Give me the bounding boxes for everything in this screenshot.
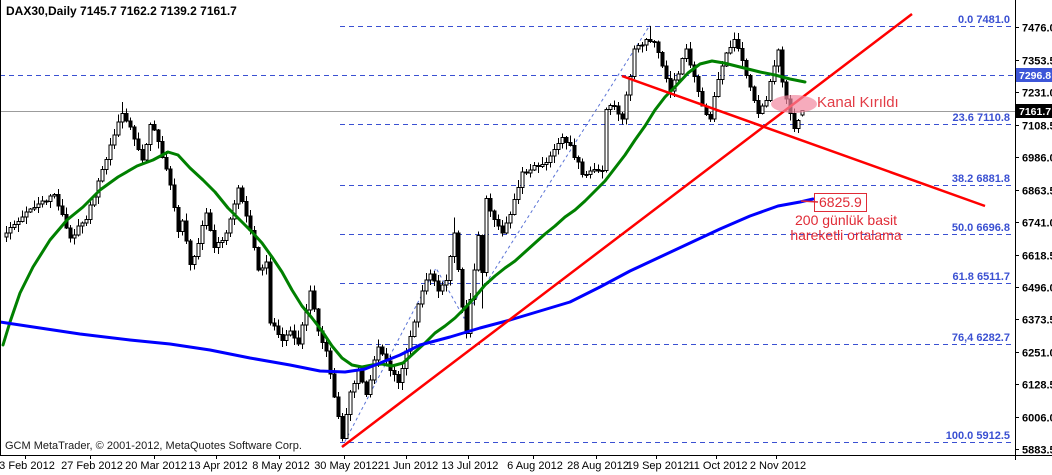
svg-text:6251.0: 6251.0: [1022, 348, 1052, 360]
svg-text:20 Mar 2012: 20 Mar 2012: [125, 460, 187, 472]
svg-text:30 May 2012: 30 May 2012: [314, 460, 378, 472]
svg-text:7108.5: 7108.5: [1022, 121, 1052, 133]
svg-text:19 Sep 2012: 19 Sep 2012: [627, 460, 689, 472]
svg-text:6618.5: 6618.5: [1022, 251, 1052, 263]
fast-moving-average-line[interactable]: [1, 59, 807, 369]
svg-text:8 May 2012: 8 May 2012: [252, 460, 309, 472]
svg-text:28 Aug 2012: 28 Aug 2012: [567, 460, 629, 472]
svg-text:6986.0: 6986.0: [1022, 153, 1052, 165]
svg-text:6373.5: 6373.5: [1022, 315, 1052, 327]
ascending-channel-line: [341, 13, 913, 448]
sma200-moving-average-line[interactable]: [0, 197, 815, 374]
chart-symbol-title: DAX30,Daily 7145.7 7162.2 7139.2 7161.7: [6, 4, 237, 18]
descending-resistance-line: [621, 74, 986, 208]
ma200-value-callout[interactable]: 6825.9: [814, 193, 867, 212]
svg-text:50.0 6696.8: 50.0 6696.8: [952, 222, 1010, 234]
zigzag-dashed-line: [341, 24, 651, 448]
svg-text:6496.0: 6496.0: [1022, 283, 1052, 295]
svg-text:23.6 7110.8: 23.6 7110.8: [952, 112, 1010, 124]
svg-text:7296.8: 7296.8: [1019, 70, 1051, 82]
date-axis-labels[interactable]: 3 Feb 2012 27 Feb 2012 20 Mar 2012 13 Apr 2…: [0, 460, 806, 472]
candlestick-series[interactable]: [4, 26, 805, 442]
svg-text:7353.5: 7353.5: [1022, 56, 1052, 68]
fibonacci-level-labels: 0.0 7481.0 23.6 7110.8 38.2 6881.8 50.0 669…: [946, 14, 1010, 442]
svg-text:13 Apr 2012: 13 Apr 2012: [188, 460, 247, 472]
svg-text:100.0 5912.5: 100.0 5912.5: [946, 430, 1010, 442]
svg-text:2 Nov 2012: 2 Nov 2012: [750, 460, 806, 472]
copyright-notice: GCM MetaTrader, © 2001-2012, MetaQuotes …: [5, 440, 302, 452]
ma200-description-line2: hareketli ortalama: [790, 227, 902, 243]
svg-text:27 Feb 2012: 27 Feb 2012: [61, 460, 123, 472]
axes: [0, 0, 1052, 460]
svg-text:6 Aug 2012: 6 Aug 2012: [507, 460, 563, 472]
svg-text:6741.0: 6741.0: [1022, 218, 1052, 230]
trend-lines[interactable]: [341, 13, 986, 448]
svg-text:0.0 7481.0: 0.0 7481.0: [958, 14, 1010, 26]
svg-text:7231.0: 7231.0: [1022, 88, 1052, 100]
svg-text:76,4 6282.7: 76,4 6282.7: [952, 332, 1010, 344]
svg-text:6128.5: 6128.5: [1022, 380, 1052, 392]
svg-text:6006.0: 6006.0: [1022, 413, 1052, 425]
svg-text:7476.0: 7476.0: [1022, 23, 1052, 35]
channel-broken-annotation[interactable]: Kanal Kırıldı: [817, 94, 899, 111]
svg-text:5883.5: 5883.5: [1022, 445, 1052, 457]
svg-text:6863.5: 6863.5: [1022, 186, 1052, 198]
ma200-description-line1: 200 günlük basit: [795, 212, 897, 228]
price-axis-tags: 7296.8 7161.7: [1016, 68, 1052, 118]
channel-break-ellipse: [771, 95, 817, 113]
ma200-description-annotation: 200 günlük basit hareketli ortalama: [768, 213, 924, 243]
svg-text:3 Feb 2012: 3 Feb 2012: [0, 460, 55, 472]
svg-text:61.8 6511.7: 61.8 6511.7: [952, 271, 1010, 283]
svg-text:21 Jun 2012: 21 Jun 2012: [378, 460, 439, 472]
svg-text:13 Jul 2012: 13 Jul 2012: [442, 460, 499, 472]
svg-text:7161.7: 7161.7: [1019, 106, 1051, 118]
price-axis-labels[interactable]: 7476.0 7353.5 7231.0 7108.5 6986.0 6863.5 6741…: [1022, 23, 1052, 457]
svg-text:38.2 6881.8: 38.2 6881.8: [952, 173, 1010, 185]
horizontal-level-lines: [0, 75, 1015, 112]
svg-text:11 Oct 2012: 11 Oct 2012: [688, 460, 747, 472]
